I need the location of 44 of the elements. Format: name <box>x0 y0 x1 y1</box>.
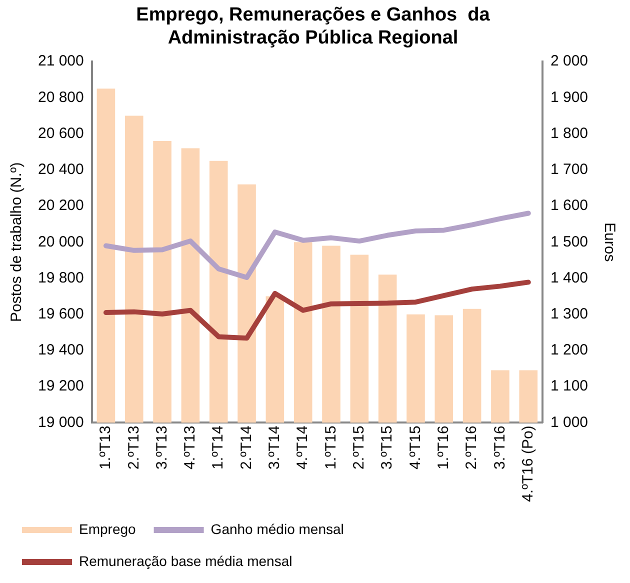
y2-tick-label: 1 600 <box>550 197 588 214</box>
legend-label: Remuneração base média mensal <box>79 552 292 569</box>
x-tick-label: 1.ºT15 <box>322 426 340 470</box>
y-tick-label: 19 600 <box>38 305 84 322</box>
x-tick-label: 1.ºT13 <box>97 426 114 470</box>
y2-tick-label: 1 700 <box>550 161 588 178</box>
y-tick-label: 20 600 <box>38 124 84 142</box>
y-tick-label: 19 400 <box>38 342 84 359</box>
y-axis-title: Postos de trabalho (N.º) <box>8 162 26 322</box>
x-tick-label: 2.ºT16 <box>463 426 480 470</box>
chart-title: Emprego, Remunerações e Ganhos da Administração Pública Regional <box>136 4 490 48</box>
y-tick-label: 20 400 <box>38 161 84 178</box>
y2-tick-label: 1 300 <box>550 305 588 322</box>
y2-axis-title: Euros <box>600 222 618 262</box>
x-tick-label: 3.ºT16 <box>491 426 508 470</box>
x-tick-label: 4.ºT13 <box>182 426 199 470</box>
y2-tick-label: 1 400 <box>550 269 588 286</box>
x-tick-label: 4.ºT15 <box>406 426 424 470</box>
y-tick-label: 20 200 <box>38 197 84 214</box>
y2-tick-label: 2 000 <box>550 52 588 70</box>
y-tick-label: 19 800 <box>38 269 84 286</box>
y2-tick-label: 1 900 <box>550 88 588 106</box>
legend-label: Ganho médio mensal <box>210 520 344 537</box>
x-tick-label: 2.ºT15 <box>350 426 368 470</box>
y-tick-label: 19 200 <box>38 378 84 395</box>
y-tick-label: 20 800 <box>38 88 84 106</box>
y2-tick-label: 1 500 <box>550 233 588 250</box>
y-tick-label: 21 000 <box>38 52 84 70</box>
x-tick-label: 2.ºT13 <box>125 426 142 470</box>
y2-tick-label: 1 200 <box>550 342 588 359</box>
legend-label: Emprego <box>79 520 136 537</box>
y2-tick-label: 1 100 <box>550 378 588 395</box>
x-tick-label: 1.ºT16 <box>435 426 452 470</box>
y-tick-label: 20 000 <box>38 233 84 250</box>
y2-tick-label: 1 800 <box>550 124 588 142</box>
x-tick-label: 2.ºT14 <box>238 426 255 470</box>
x-tick-label: 3.ºT15 <box>378 426 396 470</box>
y2-tick-label: 1 000 <box>550 414 588 431</box>
x-tick-label: 3.ºT14 <box>266 426 284 470</box>
x-tick-label: 3.ºT13 <box>153 426 170 470</box>
x-tick-label: 4.ºT14 <box>294 426 312 470</box>
y-tick-label: 19 000 <box>38 414 84 431</box>
x-tick-label: 4.ºT16 (Po) <box>520 426 537 502</box>
x-tick-label: 1.ºT14 <box>210 426 227 470</box>
